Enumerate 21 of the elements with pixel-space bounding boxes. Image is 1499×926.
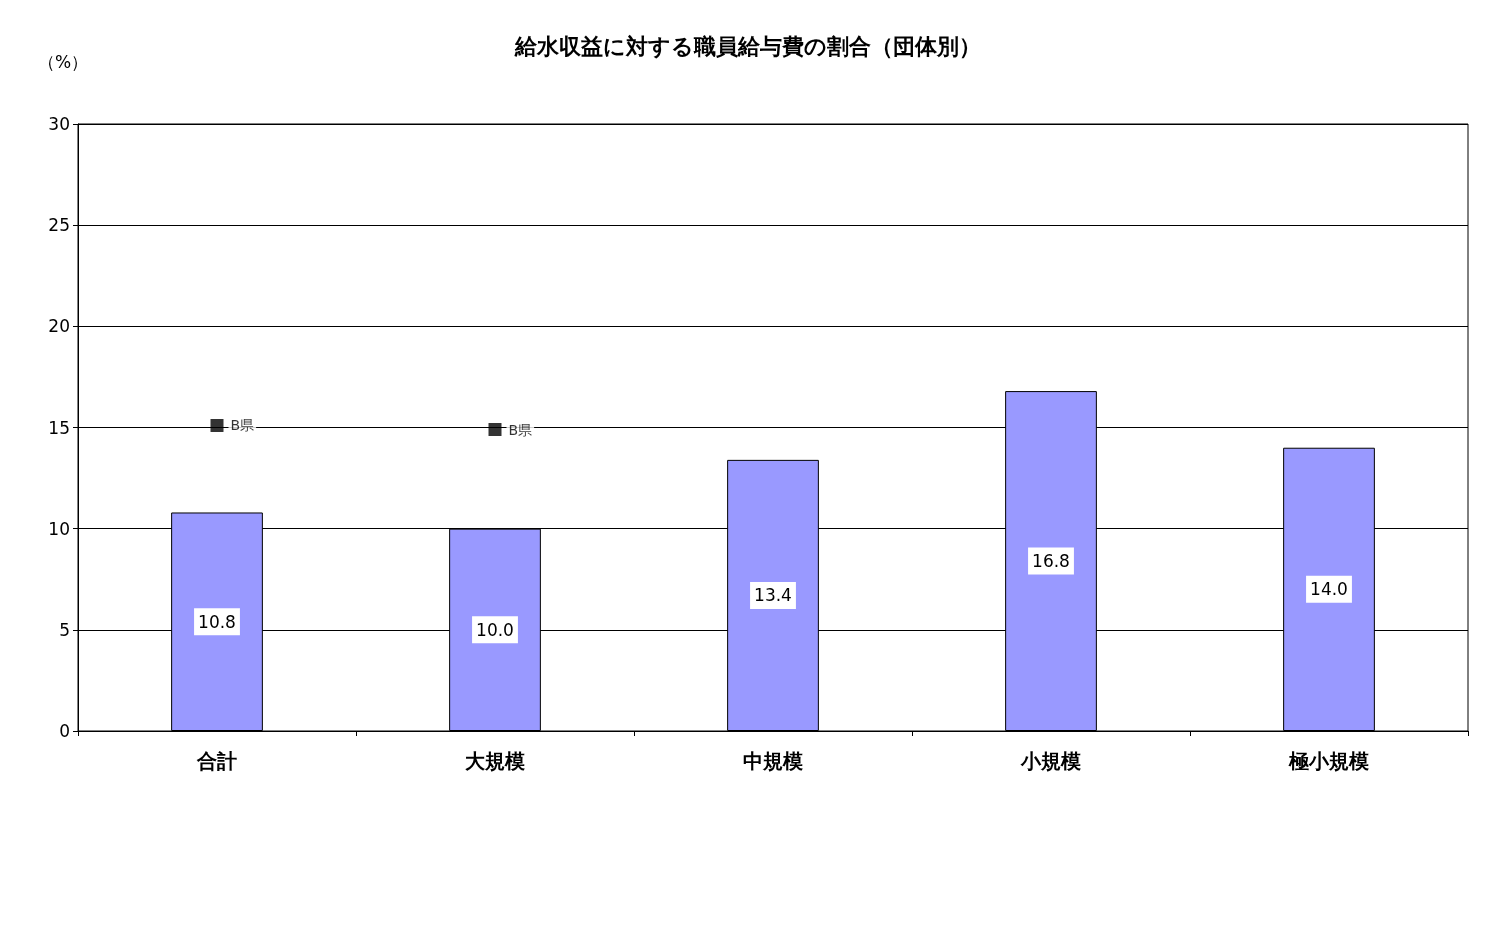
x-tick-label: 極小規模 <box>1288 749 1369 773</box>
chart-title: 給水収益に対する職員給与費の割合（団体別） <box>514 33 981 59</box>
y-tick-label: 20 <box>48 316 70 337</box>
y-tick-label: 10 <box>48 518 70 539</box>
series-label: B県 <box>230 417 255 434</box>
data-label: 16.8 <box>1032 551 1070 572</box>
data-label: 13.4 <box>754 585 792 606</box>
y-tick-label: 30 <box>48 114 70 134</box>
data-label: 10.8 <box>198 611 236 632</box>
x-tick-label: 小規模 <box>1020 749 1081 773</box>
x-tick-label: 大規模 <box>465 749 525 773</box>
y-tick-label: 0 <box>59 721 70 741</box>
y-tick-label: 25 <box>48 215 70 236</box>
data-label: 10.0 <box>476 619 514 640</box>
x-tick-label: 合計 <box>196 749 237 773</box>
y-tick-label: 5 <box>59 619 70 640</box>
data-label: 14.0 <box>1310 579 1348 600</box>
y-tick-label: 15 <box>48 417 70 438</box>
text: B県 <box>508 421 533 438</box>
y-axis-title: （%） <box>38 51 89 72</box>
x-tick-label: 中規模 <box>743 749 803 773</box>
